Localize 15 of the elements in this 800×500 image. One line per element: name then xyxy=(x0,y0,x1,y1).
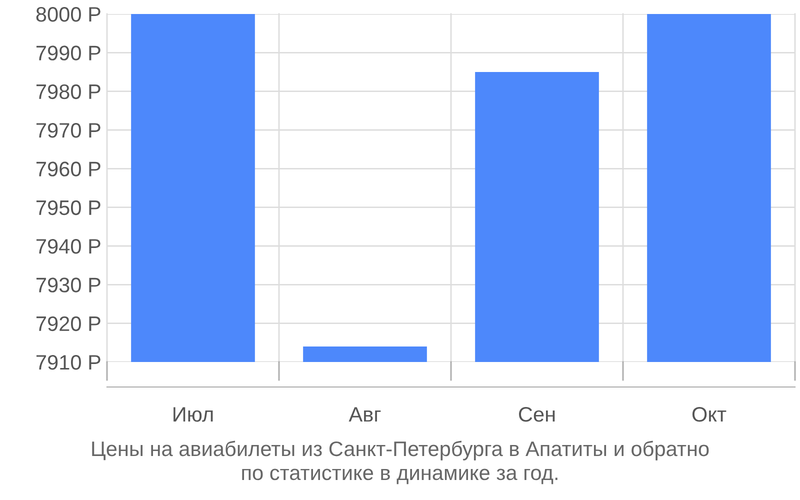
x-tick-label: Июл xyxy=(174,407,213,422)
y-tick-label: 7920 Р xyxy=(36,316,100,332)
x-tick-label: Сен xyxy=(518,406,555,422)
text: Цены на авиабилеты из Санкт-Петербурга в Апатиты и обратно по статистике в динамике за год. xyxy=(92,440,709,484)
y-tick-label: 8000 Р xyxy=(36,7,100,22)
y-tick-label: 7970 Р xyxy=(36,123,100,138)
y-tick-label: 7930 Р xyxy=(36,278,100,292)
y-tick-label: 7910 Р xyxy=(36,355,100,370)
y-tick-label: 7960 Р xyxy=(36,162,100,176)
x-tick-label: Окт xyxy=(692,406,726,422)
y-tick-label: 7950 Р xyxy=(36,200,100,216)
y-tick-label: 7940 Р xyxy=(36,239,100,254)
x-tick-label: Авг xyxy=(348,407,381,422)
y-tick-label: 7980 Р xyxy=(36,84,100,100)
y-tick-label: 7990 Р xyxy=(36,46,100,60)
